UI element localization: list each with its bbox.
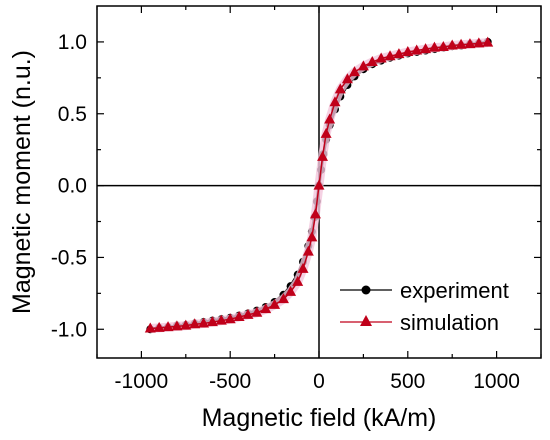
axis-ticks — [96, 6, 542, 358]
data-point-simulation — [446, 39, 458, 50]
y-tick-label: 1.0 — [58, 31, 87, 54]
legend-experiment-label: experiment — [400, 278, 509, 303]
data-point-simulation — [313, 179, 325, 190]
data-point-simulation — [292, 275, 304, 286]
data-point-simulation — [402, 45, 414, 56]
data-point-simulation — [206, 316, 218, 327]
data-point-simulation — [302, 245, 314, 256]
data-point-simulation — [411, 44, 423, 55]
data-point-simulation — [189, 318, 201, 329]
legend-simulation-marker — [360, 315, 372, 326]
y-tick-label: -0.5 — [51, 246, 87, 269]
y-axis-title: Magnetic moment (n.u.) — [8, 50, 36, 314]
data-point-simulation — [242, 308, 254, 319]
y-tick-label: 0.0 — [58, 175, 87, 198]
data-point-simulation — [375, 52, 387, 63]
x-tick-label: 1000 — [473, 370, 520, 393]
data-point-simulation — [324, 113, 336, 124]
data-point-simulation — [473, 37, 485, 48]
x-axis-title: Magnetic field (kA/m) — [202, 404, 437, 432]
data-point-simulation — [334, 83, 346, 94]
x-tick-label: 0 — [313, 370, 325, 393]
data-point-simulation — [224, 313, 236, 324]
data-point-simulation — [349, 66, 361, 77]
data-point-simulation — [144, 322, 156, 333]
data-point-simulation — [260, 303, 272, 314]
data-point-simulation — [153, 321, 165, 332]
data-point-simulation — [329, 96, 341, 107]
data-point-simulation — [297, 262, 309, 273]
data-point-simulation — [482, 36, 494, 47]
data-point-simulation — [420, 43, 432, 54]
data-point-simulation — [277, 293, 289, 304]
data-point-simulation — [215, 314, 227, 325]
data-point-simulation — [251, 306, 263, 317]
legend-experiment-marker — [361, 285, 371, 295]
data-point-simulation — [341, 73, 353, 84]
data-point-simulation — [198, 317, 210, 328]
data-point-simulation — [269, 298, 281, 309]
legend-simulation-label: simulation — [400, 310, 499, 335]
data-point-simulation — [320, 127, 332, 138]
series-simulation — [144, 36, 494, 334]
x-tick-label: -500 — [209, 370, 251, 393]
x-tick-labels: -1000 -500 0 500 1000 — [115, 370, 520, 393]
data-point-simulation — [393, 48, 405, 59]
data-point-simulation — [464, 38, 476, 49]
data-point-simulation — [233, 311, 245, 322]
data-point-simulation — [357, 60, 369, 71]
y-tick-label: 0.5 — [58, 103, 87, 126]
data-point-simulation — [437, 40, 449, 51]
data-point-simulation — [306, 231, 318, 242]
data-point-simulation — [180, 319, 192, 330]
data-point-simulation — [366, 56, 378, 67]
y-tick-labels: -1.0 -0.5 0.0 0.5 1.0 — [51, 31, 87, 341]
data-point-simulation — [317, 150, 329, 161]
x-tick-label: 500 — [390, 370, 425, 393]
data-point-simulation — [162, 321, 174, 332]
data-point-simulation — [455, 38, 467, 49]
data-point-simulation — [171, 320, 183, 331]
data-point-simulation — [309, 208, 321, 219]
data-point-simulation — [428, 41, 440, 52]
data-point-simulation — [384, 50, 396, 61]
legend: experiment simulation — [340, 278, 509, 335]
y-tick-label: -1.0 — [51, 318, 87, 341]
x-tick-label: -1000 — [115, 370, 169, 393]
data-point-simulation — [285, 285, 297, 296]
